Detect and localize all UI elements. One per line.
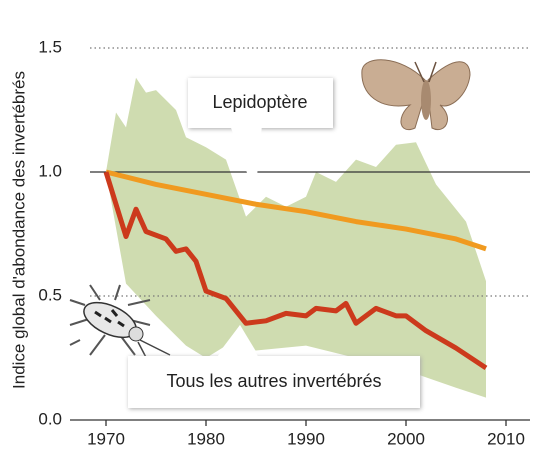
chart: Indice global d'abondance des invertébré… [0, 0, 534, 454]
y-tick-label: 0.0 [38, 409, 62, 428]
x-tick-label: 1990 [287, 429, 325, 448]
y-tick-label: 1.0 [38, 161, 62, 180]
series-label: Lepidoptère [212, 92, 307, 112]
x-tick-label: 2010 [487, 429, 525, 448]
x-tick-label: 2000 [387, 429, 425, 448]
moth-illustration [362, 60, 470, 130]
y-tick-label: 0.5 [38, 285, 62, 304]
callout-pointer [230, 125, 262, 195]
series-label: Tous les autres invertébrés [166, 371, 381, 391]
x-tick-label: 1970 [87, 429, 125, 448]
y-axis-label: Indice global d'abondance des invertébré… [9, 71, 28, 389]
y-tick-label: 1.5 [38, 37, 62, 56]
x-tick-label: 1980 [187, 429, 225, 448]
